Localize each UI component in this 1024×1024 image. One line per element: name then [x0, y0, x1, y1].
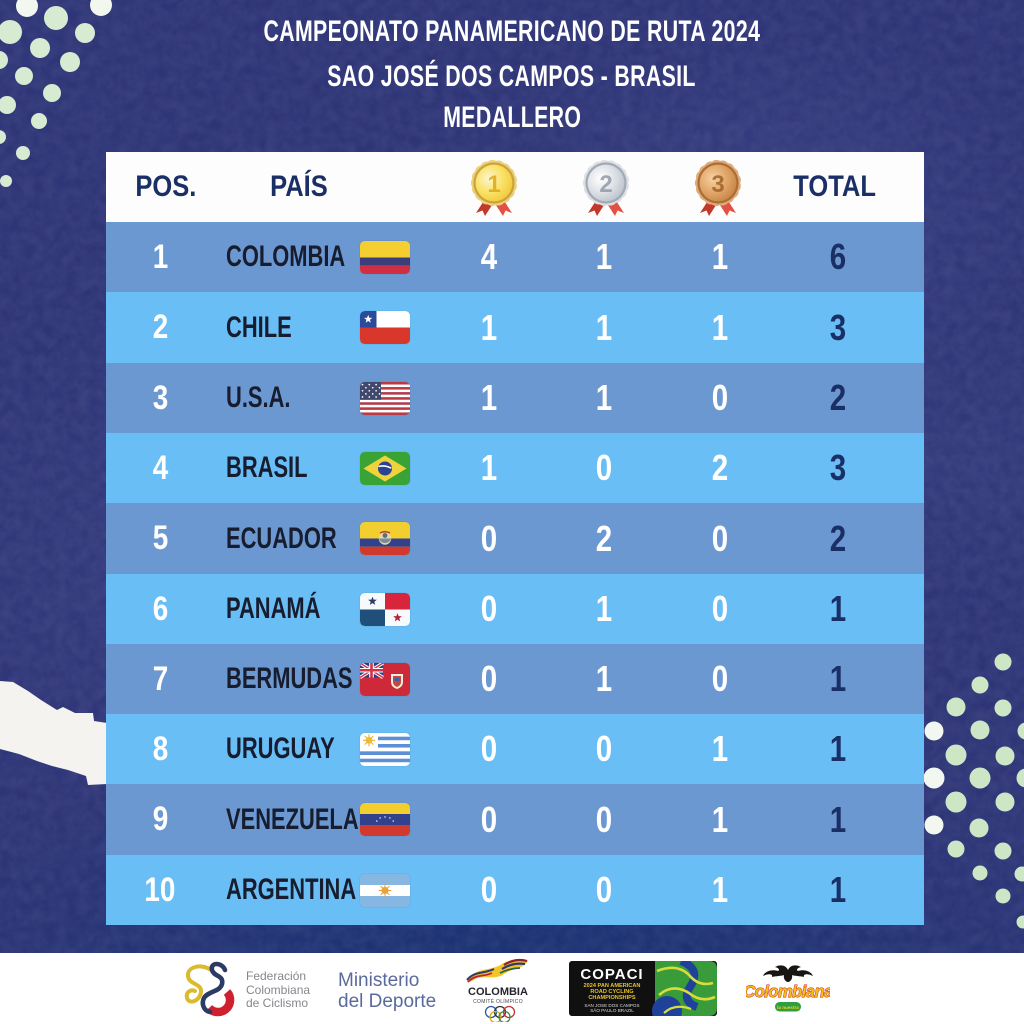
svg-text:3: 3 — [711, 171, 724, 198]
svg-text:Colombiana: Colombiana — [746, 983, 830, 1001]
svg-text:2: 2 — [599, 171, 612, 198]
svg-text:la nuestra: la nuestra — [777, 1005, 799, 1010]
svg-text:SAN JOSE DOS CAMPOS: SAN JOSE DOS CAMPOS — [584, 1003, 639, 1008]
svg-text:CHAMPIONSHIPS: CHAMPIONSHIPS — [588, 995, 636, 1001]
svg-text:COPACI: COPACI — [580, 966, 643, 983]
svg-text:1: 1 — [487, 171, 500, 198]
svg-text:COLOMBIA: COLOMBIA — [468, 986, 528, 998]
svg-text:SÃO PAULO BRAZIL: SÃO PAULO BRAZIL — [590, 1007, 634, 1013]
svg-text:COMITÉ OLÍMPICO: COMITÉ OLÍMPICO — [473, 998, 523, 1005]
svg-text:2024 PAN AMERICAN: 2024 PAN AMERICAN — [584, 983, 641, 989]
svg-text:ROAD CYCLING: ROAD CYCLING — [590, 989, 633, 995]
